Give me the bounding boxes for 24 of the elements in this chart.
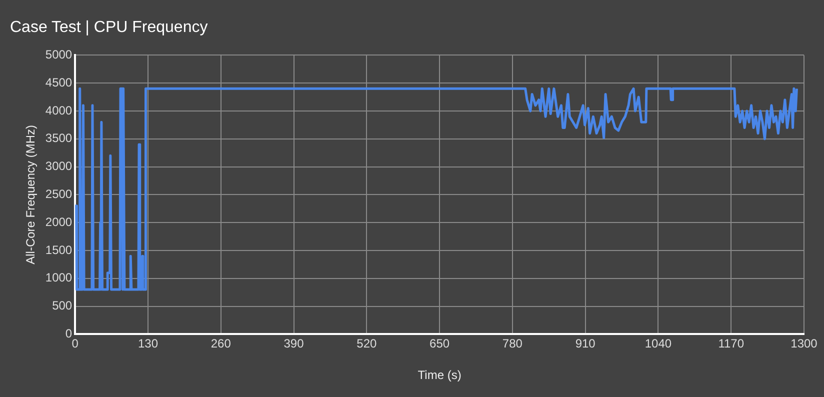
y-tick-label: 1500	[45, 242, 72, 257]
x-tick-label: 780	[502, 336, 523, 351]
y-tick-label: 4000	[45, 103, 72, 118]
y-axis-title: All-Core Frequency (MHz)	[24, 125, 38, 264]
x-tick-label: 1300	[790, 336, 818, 351]
y-tick-label: 1000	[45, 270, 72, 285]
chart-title: Case Test | CPU Frequency	[10, 19, 208, 36]
y-tick-label: 500	[52, 298, 72, 313]
y-tick-label: 2500	[45, 187, 72, 202]
y-tick-label: 3500	[45, 131, 72, 146]
y-tick-label: 0	[65, 326, 72, 341]
y-tick-label: 4500	[45, 75, 72, 90]
y-tick-label: 5000	[45, 48, 72, 62]
x-axis-title: Time (s)	[418, 368, 462, 382]
x-tick-label: 390	[284, 336, 304, 351]
x-tick-label: 650	[430, 336, 450, 351]
x-tick-label: 260	[210, 336, 232, 351]
x-tick-label: 1170	[718, 336, 744, 351]
y-tick-label: 2000	[45, 214, 72, 229]
x-tick-label: 1040	[644, 336, 672, 351]
x-tick-label: 910	[575, 336, 596, 351]
x-tick-label: 520	[356, 336, 377, 351]
x-tick-label: 130	[138, 336, 158, 351]
y-tick-label: 3000	[45, 159, 72, 174]
